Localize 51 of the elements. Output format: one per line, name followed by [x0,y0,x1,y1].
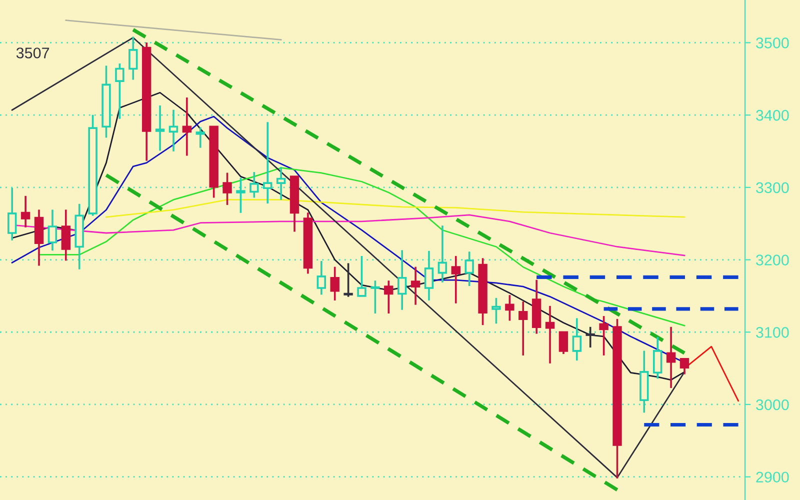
candlestick [290,176,300,232]
candlestick [410,266,420,305]
candlestick [48,210,58,251]
y-tick-label: 3300 [756,182,789,194]
candlestick [666,326,676,388]
candlestick [424,250,434,300]
candlestick [8,188,17,240]
candlestick [680,358,690,374]
candlestick [263,122,272,204]
candlestick [222,172,232,205]
candlestick [572,318,582,361]
y-tick-label: 3500 [756,38,789,48]
candlestick [61,210,70,261]
y-tick-label: 3100 [756,326,789,338]
candlestick [142,42,152,161]
candlestick [316,261,326,295]
candlestick [451,256,460,304]
y-tick-label: 3400 [756,110,789,121]
candlestick [155,105,165,151]
candlestick [357,256,366,297]
candlestick [88,114,98,216]
candlestick [34,210,44,266]
y-tick-label: 3000 [756,399,789,410]
line-series [38,167,686,326]
line-series [11,36,686,478]
candlestick [276,166,286,200]
candlestick [586,326,595,348]
line-series [106,199,686,218]
candlestick [20,196,30,228]
y-tick-label: 3200 [756,254,789,266]
candlestick [545,306,555,364]
candlestick [344,263,353,297]
candlestick [128,36,138,80]
candlestick [236,178,246,213]
candlestick [397,250,407,310]
candlestick [209,126,218,198]
annotation: 3507 [16,48,50,58]
candlestick [303,212,313,274]
candlestick [384,280,394,314]
candlestick [196,127,205,148]
candlestick [168,110,178,152]
candlestick [640,350,649,413]
candlestick [438,226,448,282]
candlestick [652,337,662,379]
candlestick [182,98,192,156]
candlestick [532,280,542,334]
candlestick [558,331,568,354]
candlestick [518,302,528,356]
candlestick [74,204,84,270]
candlestick [102,66,111,138]
y-tick-label: 2900 [756,472,789,483]
